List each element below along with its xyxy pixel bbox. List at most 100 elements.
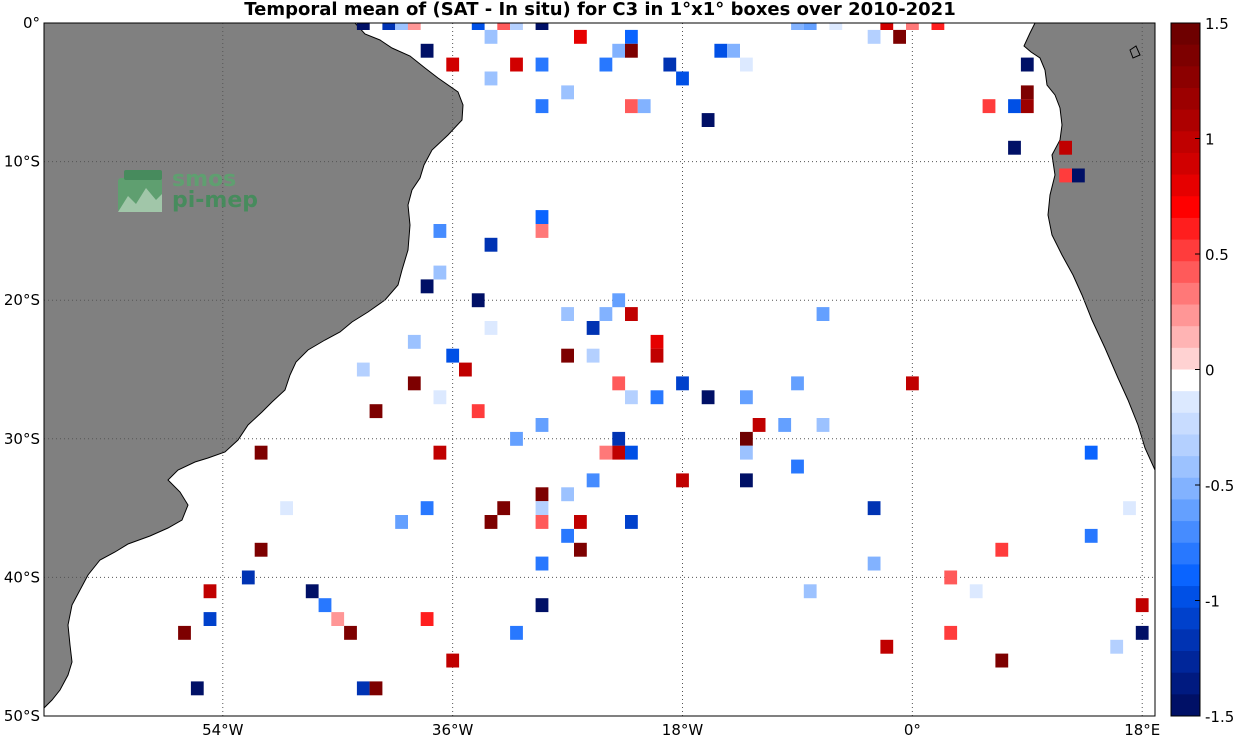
data-cell: [535, 210, 549, 224]
lat-label: 10°S: [4, 153, 40, 171]
data-cell: [420, 279, 434, 294]
data-cell: [407, 23, 421, 30]
data-cells: [178, 23, 1149, 696]
data-cell: [344, 625, 357, 640]
data-cell: [331, 612, 345, 626]
data-cell: [561, 85, 574, 100]
data-cell: [254, 542, 268, 557]
lat-axis-labels: 0° 10°S 20°S 30°S 40°S 50°S: [4, 14, 40, 725]
colorbar-label: 0.5: [1205, 246, 1229, 264]
data-cell: [356, 362, 370, 377]
data-cell: [1008, 140, 1021, 155]
data-cell: [663, 57, 677, 72]
map-title: Temporal mean of (SAT - In situ) for C3 …: [244, 0, 956, 20]
data-cell: [931, 23, 945, 30]
data-cell: [382, 23, 396, 30]
small-island: [1129, 45, 1141, 59]
data-cell: [433, 224, 447, 238]
data-cell: [190, 681, 204, 696]
data-cell: [484, 29, 498, 44]
lon-label: 18°E: [1124, 721, 1160, 738]
data-cell: [459, 362, 472, 377]
data-cell: [586, 348, 600, 363]
data-cell: [650, 334, 664, 349]
data-cell: [1020, 85, 1034, 100]
data-cell: [484, 237, 498, 252]
data-cell: [612, 43, 626, 58]
colorbar-label: 1: [1205, 131, 1215, 149]
data-cell: [995, 542, 1009, 557]
data-cell: [867, 29, 881, 44]
colorbar-segment: [1171, 23, 1200, 46]
data-cell: [612, 293, 626, 308]
data-cell: [906, 23, 919, 30]
lat-label: 50°S: [4, 707, 40, 725]
colorbar-segment: [1171, 542, 1200, 565]
colorbar-segment: [1171, 326, 1200, 349]
colorbar-segment: [1171, 347, 1200, 370]
data-cell: [356, 23, 370, 30]
colorbar-segment: [1171, 282, 1200, 306]
data-cell: [241, 570, 255, 585]
lon-label: 54°W: [202, 721, 244, 738]
data-cell: [574, 29, 587, 44]
data-cell: [1084, 528, 1098, 543]
data-cell: [1123, 501, 1136, 516]
colorbar-segment: [1171, 304, 1200, 327]
data-cell: [433, 390, 447, 405]
data-cell: [1020, 57, 1034, 72]
colorbar-segment: [1171, 391, 1200, 414]
colorbar-segment: [1171, 629, 1200, 652]
data-cell: [612, 445, 626, 460]
data-cell: [867, 501, 881, 516]
colorbar-segment: [1171, 499, 1200, 522]
data-cell: [1059, 140, 1072, 155]
data-cell: [740, 431, 753, 446]
data-cell: [625, 29, 638, 44]
data-cell: [740, 57, 753, 72]
data-cell: [203, 584, 217, 599]
colorbar-segment: [1171, 109, 1200, 132]
data-cell: [535, 418, 549, 432]
data-cell: [880, 23, 894, 30]
colorbar-segment: [1171, 434, 1200, 457]
colorbar-label: 0: [1205, 362, 1215, 380]
data-cell: [510, 57, 523, 72]
data-cell: [701, 113, 715, 127]
data-cell: [752, 418, 766, 432]
lat-label: 20°S: [4, 291, 40, 309]
data-cell: [586, 473, 600, 488]
data-cell: [254, 445, 268, 460]
colorbar-label: 1.5: [1205, 15, 1229, 33]
colorbar-segment: [1171, 152, 1200, 176]
data-cell: [535, 556, 549, 571]
data-cell: [740, 473, 753, 488]
data-cell: [880, 639, 894, 654]
data-cell: [791, 376, 804, 391]
data-cell: [1110, 639, 1124, 654]
data-cell: [625, 43, 638, 58]
data-cell: [740, 390, 753, 405]
data-cell: [484, 515, 498, 529]
colorbar-segment: [1171, 66, 1200, 89]
data-cell: [395, 23, 408, 30]
colorbar-segment: [1171, 586, 1200, 609]
colorbar-label: -1.5: [1205, 708, 1234, 726]
data-cell: [816, 418, 830, 432]
data-cell: [816, 307, 830, 321]
colorbar-segment: [1171, 196, 1200, 219]
data-cell: [1135, 598, 1149, 613]
lon-label: 18°W: [662, 721, 704, 738]
colorbar-segment: [1171, 44, 1200, 67]
data-cell: [369, 404, 383, 419]
data-cell: [944, 570, 958, 585]
data-cell: [535, 515, 549, 529]
data-cell: [829, 23, 843, 30]
data-cell: [893, 29, 906, 44]
data-cell: [535, 598, 549, 613]
data-cell: [318, 598, 332, 613]
colorbar-segment: [1171, 174, 1200, 197]
lon-axis-labels: 54°W 36°W 18°W 0° 18°E: [202, 721, 1160, 738]
data-cell: [574, 542, 587, 557]
